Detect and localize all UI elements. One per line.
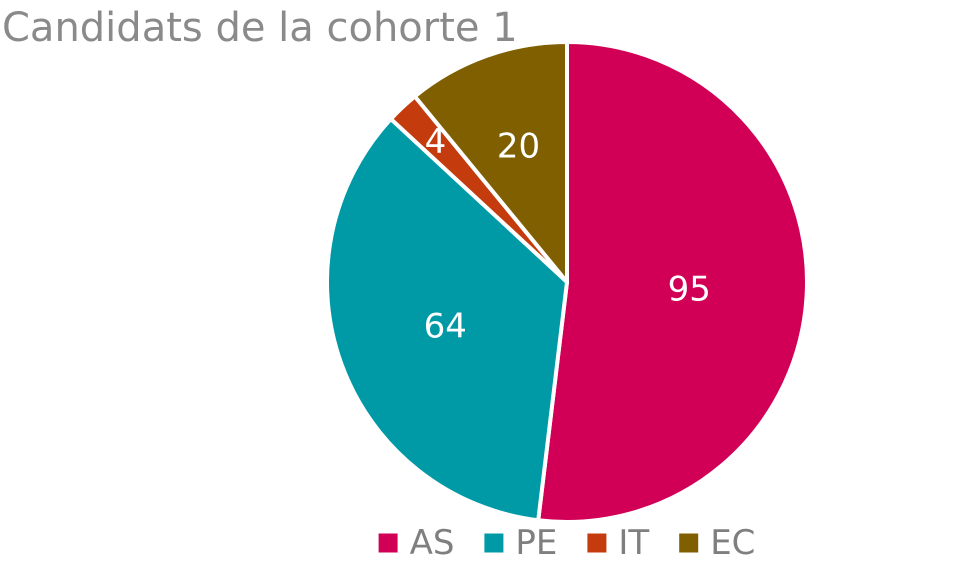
legend-label-it: IT	[618, 523, 649, 563]
pie-slices	[325, 40, 809, 524]
legend-swatch-as	[378, 533, 398, 553]
data-label-as: 95	[668, 269, 711, 309]
legend-item-ec: EC	[679, 523, 755, 563]
legend-swatch-ec	[679, 533, 699, 553]
pie-slice-as	[536, 40, 809, 524]
legend-label-ec: EC	[710, 523, 755, 563]
pie-slice-pe	[325, 116, 569, 523]
data-label-pe: 64	[424, 307, 467, 347]
legend-item-it: IT	[587, 523, 649, 563]
data-labels: 95 64 4 20	[424, 122, 711, 347]
legend-label-as: AS	[410, 523, 455, 563]
legend: AS PE IT EC	[378, 523, 755, 563]
legend-label-pe: PE	[515, 523, 557, 563]
data-label-it: 4	[425, 122, 447, 162]
legend-swatch-pe	[484, 533, 504, 553]
legend-swatch-it	[587, 533, 607, 553]
chart-title: Candidats de la cohorte 1	[2, 5, 518, 51]
legend-item-pe: PE	[484, 523, 557, 563]
legend-item-as: AS	[378, 523, 455, 563]
data-label-ec: 20	[497, 126, 540, 166]
pie-slice-ec	[412, 40, 569, 284]
